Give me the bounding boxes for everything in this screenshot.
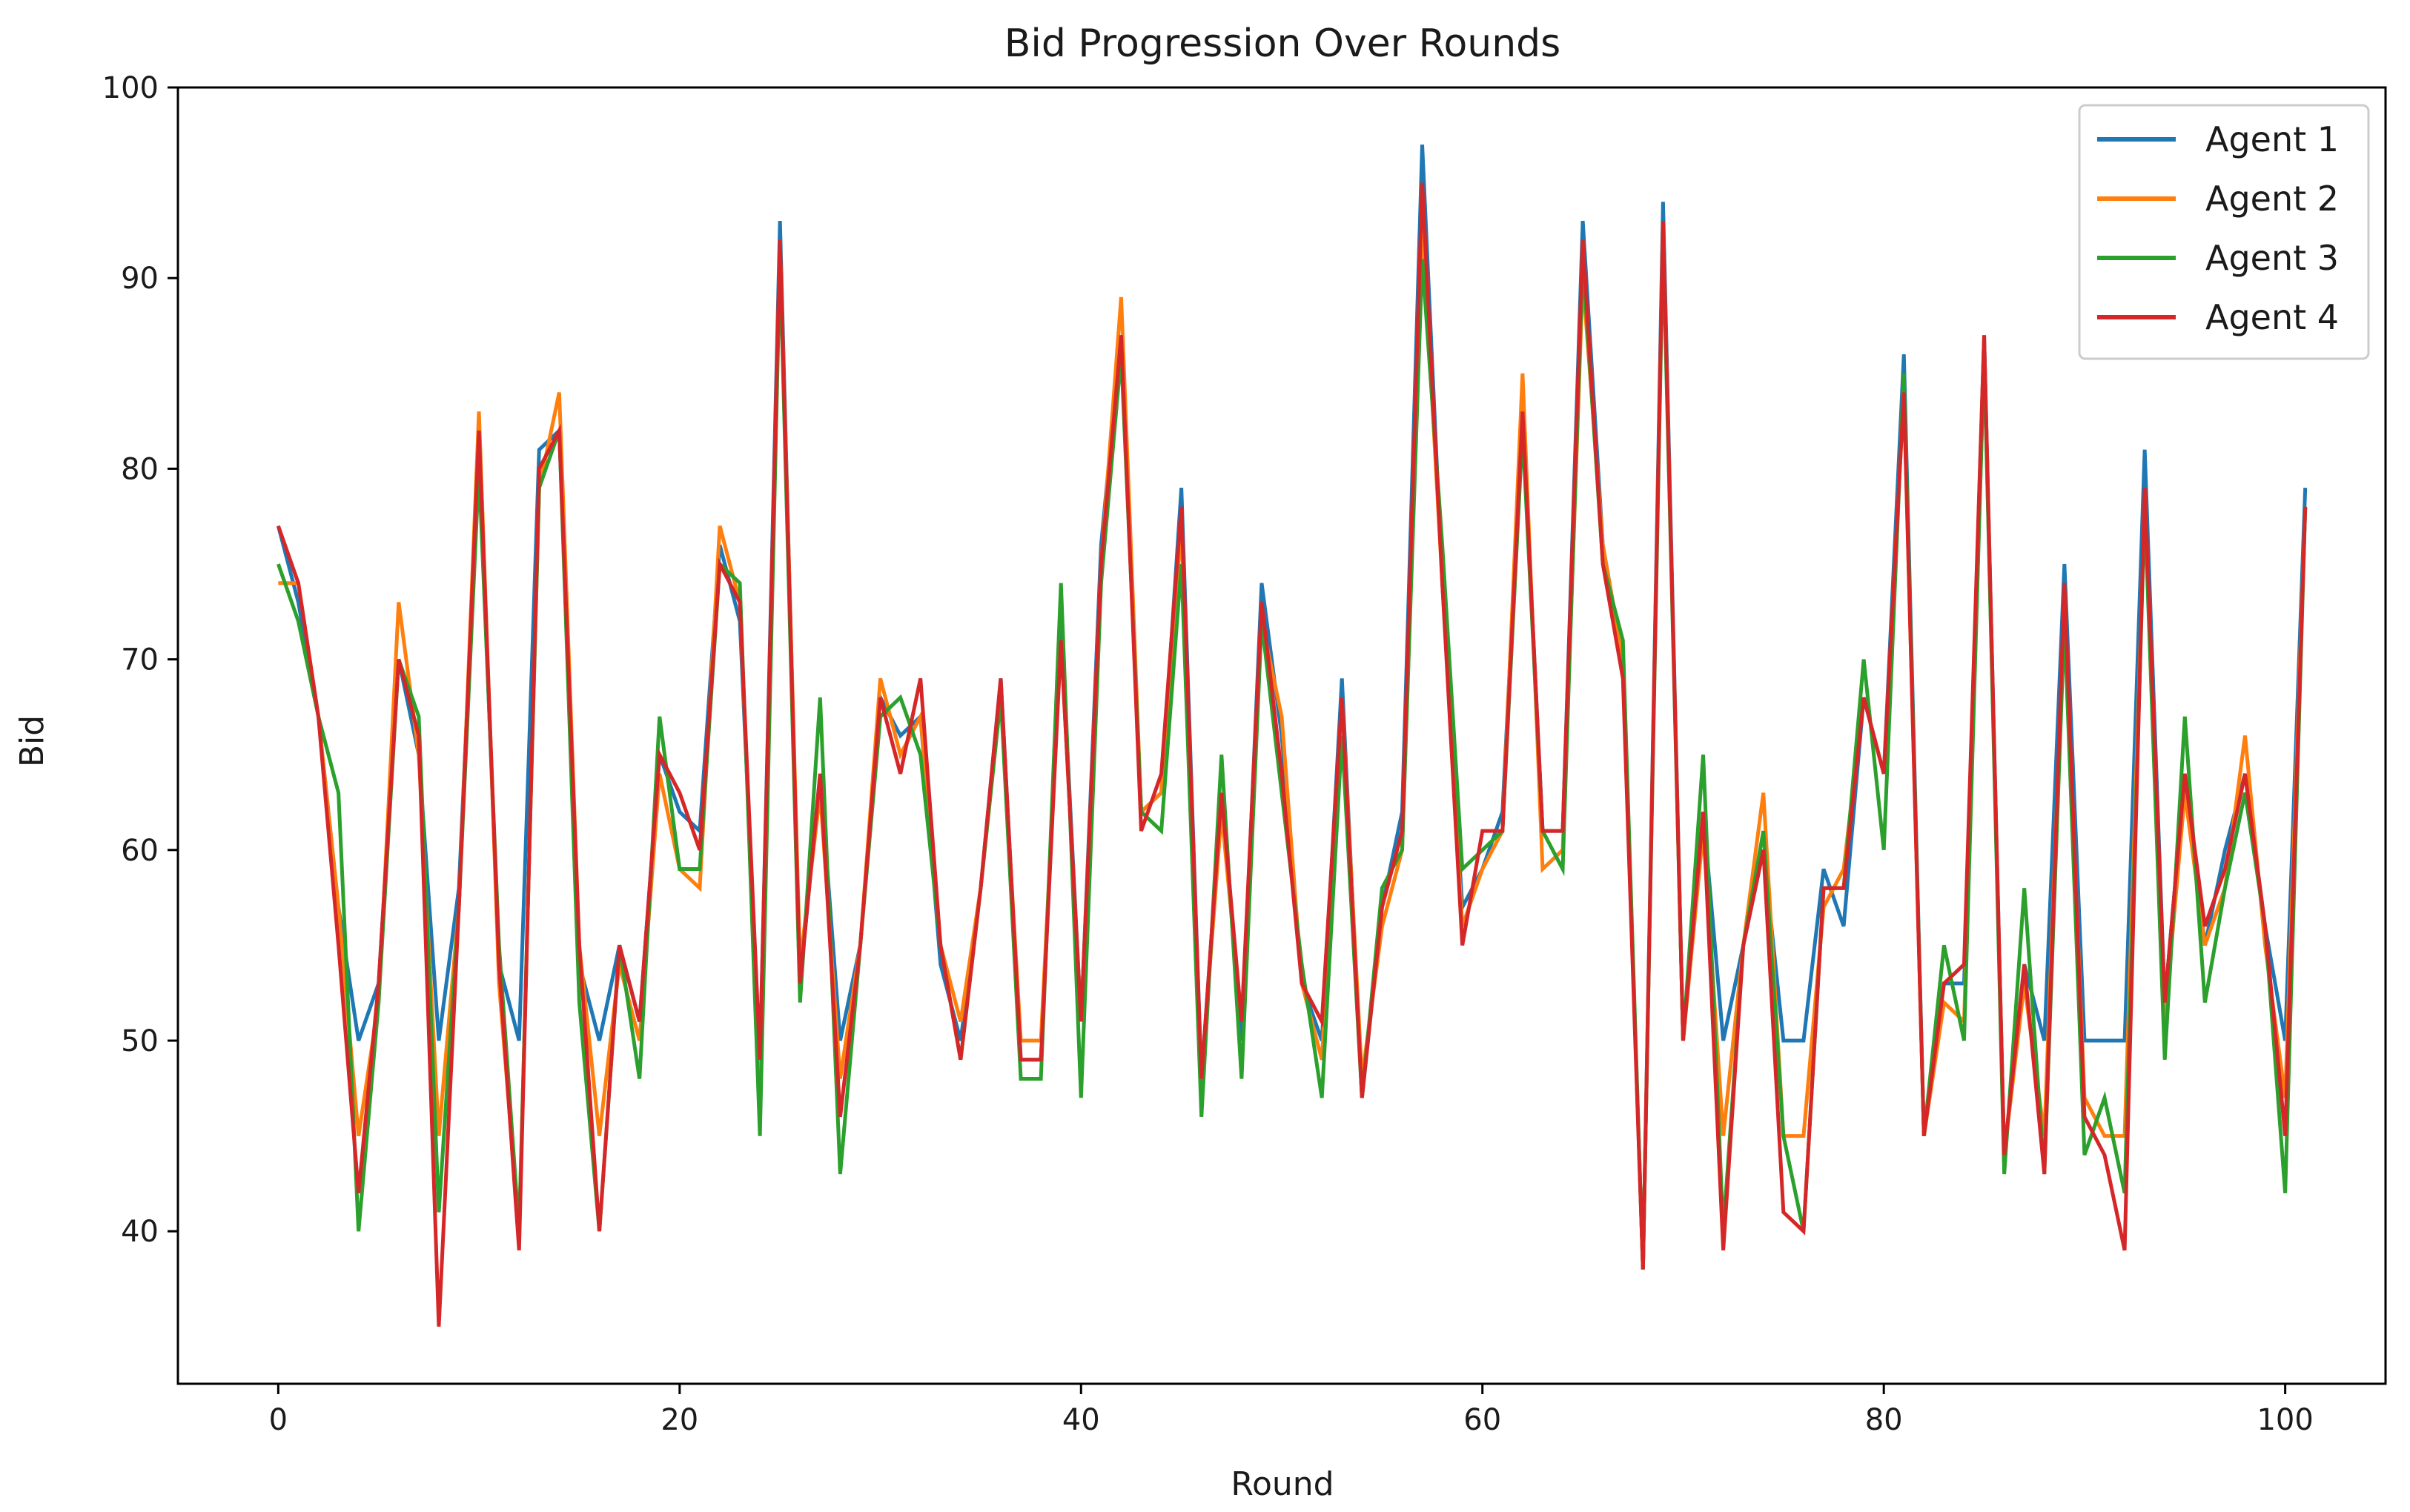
y-axis: 40 50 60 70 80 90 100 bbox=[102, 71, 178, 1249]
series-layer bbox=[276, 145, 2308, 1327]
x-tick-label: 20 bbox=[661, 1403, 698, 1437]
x-axis-label: Round bbox=[1231, 1465, 1334, 1503]
x-tick-label: 0 bbox=[269, 1403, 288, 1437]
x-tick-label: 80 bbox=[1865, 1403, 1903, 1437]
legend-entry-label: Agent 3 bbox=[2205, 238, 2339, 278]
x-tick-label: 100 bbox=[2257, 1403, 2313, 1437]
legend-entry-label: Agent 2 bbox=[2205, 179, 2339, 219]
legend-entry-label: Agent 1 bbox=[2205, 119, 2339, 159]
plot-area-frame bbox=[176, 86, 2387, 1385]
legend-entry-label: Agent 4 bbox=[2205, 297, 2339, 337]
x-tick-label: 40 bbox=[1062, 1403, 1100, 1437]
legend-box bbox=[2078, 104, 2370, 360]
x-tick-label: 60 bbox=[1463, 1403, 1501, 1437]
y-tick-label: 100 bbox=[102, 71, 159, 105]
legend: Agent 1 Agent 2 Agent 3 Agent 4 bbox=[2078, 104, 2370, 360]
x-axis: 0 20 40 60 80 100 bbox=[269, 1384, 2314, 1437]
y-tick-label: 90 bbox=[121, 262, 159, 296]
y-axis-label: Bid bbox=[13, 715, 51, 767]
y-tick-label: 50 bbox=[121, 1024, 159, 1058]
y-tick-label: 60 bbox=[121, 834, 159, 868]
y-tick-label: 70 bbox=[121, 643, 159, 677]
y-tick-label: 80 bbox=[121, 452, 159, 486]
chart-title: Bid Progression Over Rounds bbox=[1004, 21, 1561, 66]
y-tick-label: 40 bbox=[121, 1215, 159, 1249]
series-line-agent-4 bbox=[277, 182, 2308, 1327]
